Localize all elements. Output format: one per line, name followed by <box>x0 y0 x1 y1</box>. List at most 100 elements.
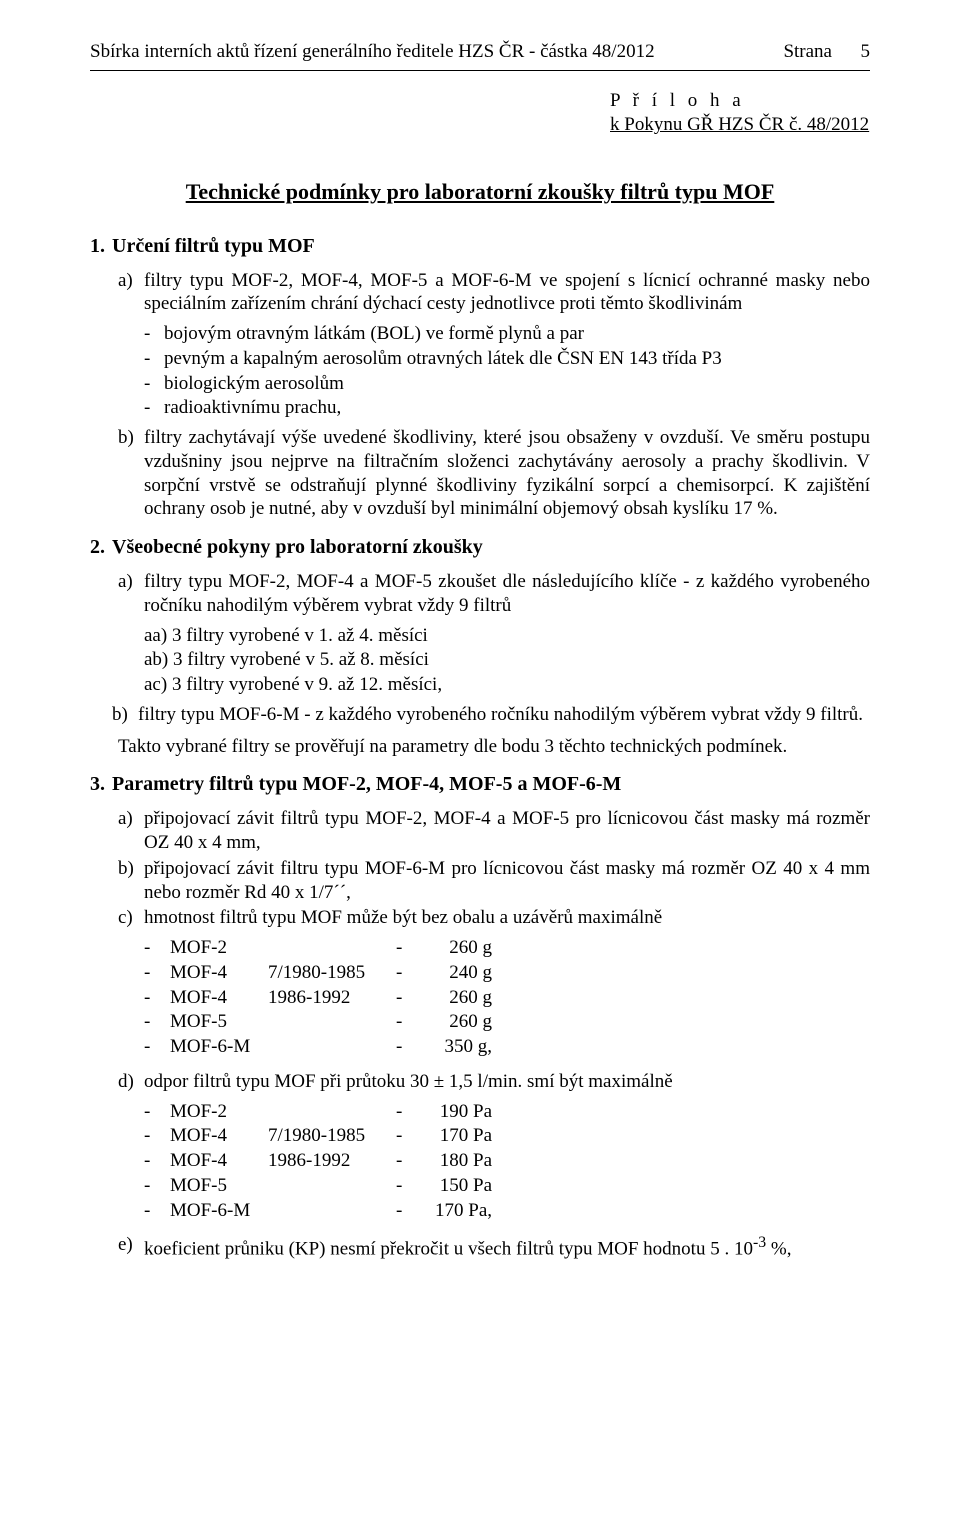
appendix-block: P ř í l o h a k Pokynu GŘ HZS ČR č. 48/2… <box>610 89 870 138</box>
section2-title: Všeobecné pokyny pro laboratorní zkoušky <box>112 536 483 558</box>
s2-b-text: filtry typu MOF-6-M - z každého vyrobené… <box>138 703 870 727</box>
table-row: -MOF-5-260 g <box>144 1010 500 1035</box>
s2-b-label: b) <box>112 703 138 727</box>
section1-head: 1.Určení filtrů typu MOF <box>90 234 870 259</box>
s3-c-label: c) <box>118 906 144 930</box>
s1-d2: -pevným a kapalným aerosolům otravných l… <box>144 347 870 371</box>
filter-type: MOF-4 <box>170 1124 268 1149</box>
section3-list-d: d) odpor filtrů typu MOF při průtoku 30 … <box>118 1070 870 1094</box>
section3-title: Parametry filtrů typu MOF-2, MOF-4, MOF-… <box>112 773 621 795</box>
dash-icon: - <box>396 1149 422 1174</box>
s3-a: a) připojovací závit filtrů typu MOF-2, … <box>118 807 870 855</box>
s3-d: d) odpor filtrů typu MOF při průtoku 30 … <box>118 1070 870 1094</box>
filter-value: 240 g <box>422 961 500 986</box>
section2-list-b: b) filtry typu MOF-6-M - z každého vyrob… <box>112 703 870 727</box>
dash-icon: - <box>396 936 422 961</box>
filter-year: 1986-1992 <box>268 1149 396 1174</box>
page-number: 5 <box>861 41 871 62</box>
dash-icon: - <box>144 1149 170 1174</box>
s1-d4: -radioaktivnímu prachu, <box>144 396 870 420</box>
s2-ac: ac) 3 filtry vyrobené v 9. až 12. měsíci… <box>144 673 870 697</box>
filter-value: 150 Pa <box>422 1174 500 1199</box>
s3-b-label: b) <box>118 857 144 905</box>
filter-type: MOF-5 <box>170 1010 268 1035</box>
s2-ab: ab) 3 filtry vyrobené v 5. až 8. měsíci <box>144 648 870 672</box>
main-title: Technické podmínky pro laboratorní zkouš… <box>90 178 870 206</box>
table-row: -MOF-5-150 Pa <box>144 1174 500 1199</box>
table-row: -MOF-47/1980-1985-240 g <box>144 961 500 986</box>
filter-year: 7/1980-1985 <box>268 1124 396 1149</box>
filter-value: 170 Pa <box>422 1124 500 1149</box>
filter-value: 260 g <box>422 1010 500 1035</box>
header-rule <box>90 70 870 71</box>
s1-d3: -biologickým aerosolům <box>144 372 870 396</box>
table-row: -MOF-6-M-350 g, <box>144 1035 500 1060</box>
resistance-table: -MOF-2-190 Pa-MOF-47/1980-1985-170 Pa-MO… <box>144 1100 500 1224</box>
weights-table: -MOF-2-260 g-MOF-47/1980-1985-240 g-MOF-… <box>144 936 500 1060</box>
table-row: -MOF-2-190 Pa <box>144 1100 500 1125</box>
s2-aa-list: aa) 3 filtry vyrobené v 1. až 4. měsíci … <box>144 624 870 697</box>
page-label: Strana <box>783 41 832 62</box>
filter-value: 260 g <box>422 936 500 961</box>
s1-b-label: b) <box>118 426 144 521</box>
s3-d-label: d) <box>118 1070 144 1094</box>
table-row: -MOF-41986-1992-260 g <box>144 986 500 1011</box>
s1-d3-text: biologickým aerosolům <box>164 372 870 396</box>
filter-type: MOF-6-M <box>170 1199 268 1224</box>
filter-value: 180 Pa <box>422 1149 500 1174</box>
s3-c: c) hmotnost filtrů typu MOF může být bez… <box>118 906 870 930</box>
table-row: -MOF-2-260 g <box>144 936 500 961</box>
filter-year <box>268 1199 396 1224</box>
s2-para: Takto vybrané filtry se prověřují na par… <box>118 735 870 759</box>
section3-head: 3.Parametry filtrů typu MOF-2, MOF-4, MO… <box>90 772 870 797</box>
dash-icon: - <box>396 961 422 986</box>
table-row: -MOF-6-M-170 Pa, <box>144 1199 500 1224</box>
dash-icon: - <box>144 961 170 986</box>
dash-icon: - <box>144 1199 170 1224</box>
s1-d2-text: pevným a kapalným aerosolům otravných lá… <box>164 347 870 371</box>
s1-d1-text: bojovým otravným látkám (BOL) ve formě p… <box>164 322 870 346</box>
s2-a-label: a) <box>118 570 144 618</box>
filter-year: 7/1980-1985 <box>268 961 396 986</box>
section1-list: a) filtry typu MOF-2, MOF-4, MOF-5 a MOF… <box>118 269 870 317</box>
filter-type: MOF-4 <box>170 961 268 986</box>
section1-num: 1. <box>90 234 112 259</box>
s2-a-text: filtry typu MOF-2, MOF-4 a MOF-5 zkoušet… <box>144 570 870 618</box>
section1-title: Určení filtrů typu MOF <box>112 235 315 257</box>
dash-icon: - <box>144 322 164 346</box>
filter-year: 1986-1992 <box>268 986 396 1011</box>
dash-icon: - <box>144 396 164 420</box>
s3-e: e) koeficient průniku (KP) nesmí překroč… <box>118 1233 870 1261</box>
dash-icon: - <box>396 1100 422 1125</box>
s3-a-text: připojovací závit filtrů typu MOF-2, MOF… <box>144 807 870 855</box>
filter-year <box>268 1010 396 1035</box>
s2-a: a) filtry typu MOF-2, MOF-4 a MOF-5 zkou… <box>118 570 870 618</box>
s1-b: b) filtry zachytávají výše uvedené škodl… <box>118 426 870 521</box>
dash-icon: - <box>396 1010 422 1035</box>
filter-type: MOF-4 <box>170 1149 268 1174</box>
page-header: Sbírka interních aktů řízení generálního… <box>90 40 870 64</box>
s3-b: b) připojovací závit filtru typu MOF-6-M… <box>118 857 870 905</box>
section2-list: a) filtry typu MOF-2, MOF-4 a MOF-5 zkou… <box>118 570 870 618</box>
dash-icon: - <box>396 1174 422 1199</box>
s2-aa: aa) 3 filtry vyrobené v 1. až 4. měsíci <box>144 624 870 648</box>
filter-year <box>268 1035 396 1060</box>
filter-value: 170 Pa, <box>422 1199 500 1224</box>
s3-e-label: e) <box>118 1233 144 1261</box>
dash-icon: - <box>144 986 170 1011</box>
filter-type: MOF-4 <box>170 986 268 1011</box>
filter-year <box>268 1174 396 1199</box>
filter-type: MOF-6-M <box>170 1035 268 1060</box>
filter-type: MOF-2 <box>170 936 268 961</box>
filter-year <box>268 1100 396 1125</box>
table-row: -MOF-47/1980-1985-170 Pa <box>144 1124 500 1149</box>
filter-type: MOF-5 <box>170 1174 268 1199</box>
s1-a-text: filtry typu MOF-2, MOF-4, MOF-5 a MOF-6-… <box>144 269 870 317</box>
section2-num: 2. <box>90 535 112 560</box>
header-left: Sbírka interních aktů řízení generálního… <box>90 40 655 64</box>
dash-icon: - <box>396 1124 422 1149</box>
page: Sbírka interních aktů řízení generálního… <box>0 0 960 1534</box>
s3-d-text: odpor filtrů typu MOF při průtoku 30 ± 1… <box>144 1070 870 1094</box>
dash-icon: - <box>144 1100 170 1125</box>
table-row: -MOF-41986-1992-180 Pa <box>144 1149 500 1174</box>
